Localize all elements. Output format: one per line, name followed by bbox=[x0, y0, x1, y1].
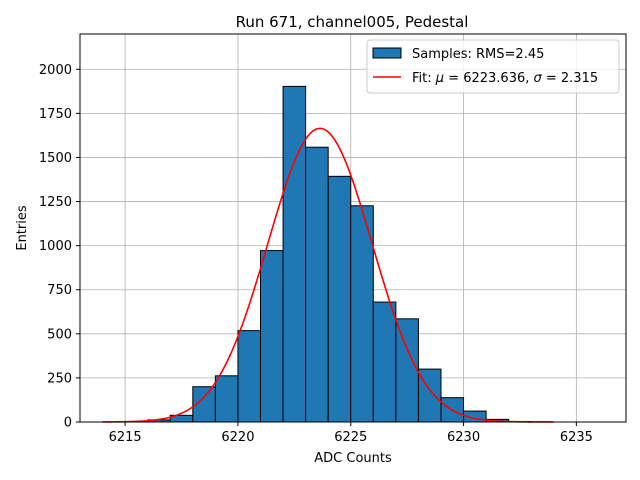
legend-fit-mu-value: = 6223.636, bbox=[444, 71, 533, 86]
legend-fit-prefix: Fit: bbox=[412, 71, 436, 86]
legend-samples-patch bbox=[372, 47, 402, 59]
x-tick-label: 6215 bbox=[109, 430, 142, 445]
legend-box bbox=[366, 39, 620, 94]
y-axis-label: Entries bbox=[15, 205, 30, 251]
legend-samples-label: Samples: RMS=2.45 bbox=[412, 47, 544, 62]
y-tick-label: 1250 bbox=[39, 195, 72, 210]
y-tick-label: 750 bbox=[47, 283, 72, 298]
y-tick-label: 1500 bbox=[39, 151, 72, 166]
y-tick-label: 250 bbox=[47, 371, 72, 386]
y-tick-label: 1000 bbox=[39, 239, 72, 254]
fit-curve bbox=[102, 127, 554, 423]
y-tick-label: 1750 bbox=[39, 107, 72, 122]
y-tick-label: 2000 bbox=[39, 63, 72, 78]
histogram-bar bbox=[259, 250, 284, 423]
y-tick-label: 0 bbox=[64, 416, 72, 431]
y-ticks: 0 250 500 750 1000 1250 1500 1750 2000 bbox=[39, 63, 80, 431]
chart-title: Run 671, channel005, Pedestal bbox=[236, 13, 469, 31]
histogram-bar bbox=[327, 175, 352, 423]
legend-fit-label: Fit: μ = 6223.636, σ = 2.315 bbox=[412, 71, 598, 86]
x-tick-label: 6220 bbox=[221, 430, 254, 445]
y-tick-label: 500 bbox=[47, 327, 72, 342]
legend-fit-sigma-value: = 2.315 bbox=[542, 71, 598, 86]
histogram-bar bbox=[214, 375, 239, 423]
histogram-bar bbox=[372, 301, 397, 423]
histogram-bar bbox=[305, 146, 329, 423]
x-axis-label: ADC Counts bbox=[314, 451, 392, 466]
histogram-bar bbox=[282, 85, 307, 423]
legend-fit-mu-symbol: μ bbox=[435, 71, 444, 86]
legend: Samples: RMS=2.45 Fit: μ = 6223.636, σ =… bbox=[366, 39, 620, 94]
x-ticks: 6215 6220 6225 6230 6235 bbox=[109, 422, 593, 445]
x-tick-label: 6225 bbox=[334, 430, 367, 445]
plot-frame bbox=[79, 33, 627, 423]
legend-fit-sigma-symbol: σ bbox=[534, 71, 543, 86]
histogram-bar bbox=[237, 330, 261, 423]
x-tick-label: 6235 bbox=[560, 430, 593, 445]
histogram-bars bbox=[124, 85, 532, 423]
histogram-bar bbox=[395, 318, 419, 423]
x-tick-label: 6230 bbox=[447, 430, 480, 445]
